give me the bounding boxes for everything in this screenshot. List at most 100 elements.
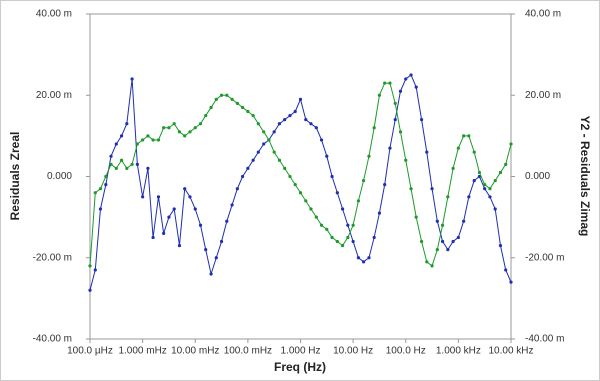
data-point — [151, 235, 155, 240]
data-point — [214, 256, 218, 260]
data-point — [93, 268, 97, 272]
data-point — [377, 211, 382, 215]
data-point — [398, 89, 403, 93]
data-point — [477, 174, 482, 179]
x-tick-label: 100.0 Hz — [386, 346, 426, 357]
data-point — [393, 118, 397, 122]
data-point — [125, 122, 129, 126]
x-tick-label: 100.0 µHz — [67, 346, 113, 357]
data-point — [372, 235, 376, 240]
data-point — [156, 138, 161, 142]
y-tick-label: 20.00 m — [36, 90, 72, 101]
data-point — [377, 93, 382, 97]
data-point — [167, 126, 171, 130]
data-point — [372, 126, 376, 130]
data-point — [298, 97, 303, 101]
data-point — [219, 239, 224, 244]
data-point — [256, 122, 260, 126]
data-point — [198, 122, 203, 126]
data-point — [509, 280, 513, 284]
data-point — [488, 195, 492, 199]
data-point — [309, 122, 313, 126]
data-point — [440, 223, 445, 227]
data-point — [309, 207, 313, 211]
data-point — [425, 260, 429, 264]
data-point — [409, 73, 413, 77]
data-point — [325, 154, 329, 158]
data-point — [283, 118, 287, 122]
data-point — [277, 122, 282, 126]
data-point — [298, 191, 303, 195]
data-point — [488, 187, 492, 191]
data-point — [446, 248, 450, 252]
data-point — [430, 264, 434, 268]
data-point — [130, 162, 134, 166]
data-point — [267, 138, 271, 142]
data-point — [172, 122, 176, 126]
data-point — [219, 93, 224, 97]
data-point — [288, 174, 292, 179]
data-point — [498, 170, 503, 175]
data-point — [356, 199, 361, 203]
data-point — [167, 215, 171, 219]
data-point — [272, 130, 276, 134]
y2-tick-label: 0.000 — [525, 171, 550, 182]
data-point — [272, 150, 276, 154]
data-point — [104, 183, 108, 187]
x-tick-label: 1.000 kHz — [436, 346, 481, 357]
y2-axis-label: Y2 - Residuals Zimag — [578, 116, 592, 237]
data-point — [235, 101, 239, 105]
y-tick-label: 0.000 — [47, 171, 72, 182]
data-point — [493, 207, 497, 211]
data-point — [151, 138, 155, 142]
data-point — [230, 203, 234, 207]
data-point — [230, 97, 234, 101]
data-point — [383, 81, 387, 85]
data-point — [198, 223, 203, 227]
data-point — [304, 199, 308, 203]
data-point — [409, 187, 413, 191]
data-point — [125, 166, 129, 170]
data-point — [114, 142, 118, 146]
data-point — [435, 248, 439, 252]
data-point — [130, 77, 134, 81]
data-point — [367, 154, 371, 158]
data-point — [183, 134, 187, 138]
data-point — [141, 195, 145, 199]
data-point — [341, 243, 345, 248]
data-point — [183, 187, 187, 191]
data-point — [293, 109, 297, 114]
data-point — [109, 154, 113, 158]
data-point — [293, 183, 297, 187]
data-point — [93, 191, 97, 195]
data-point — [98, 187, 103, 191]
data-point — [446, 195, 450, 199]
data-point — [483, 187, 487, 191]
data-point — [314, 126, 318, 130]
data-point — [425, 150, 429, 154]
data-point — [162, 126, 166, 130]
plot-area — [89, 13, 512, 340]
data-point — [119, 158, 124, 162]
data-point — [319, 138, 324, 142]
data-point — [483, 183, 487, 187]
data-point — [367, 256, 371, 260]
data-point — [388, 146, 392, 150]
data-point — [262, 130, 266, 134]
x-tick-label: 10.00 kHz — [488, 346, 533, 357]
data-point — [251, 113, 255, 118]
x-tick-label: 10.00 mHz — [171, 346, 219, 357]
data-point — [419, 239, 424, 244]
y2-tick-label: -20.00 m — [525, 252, 564, 263]
data-point — [414, 85, 418, 89]
data-point — [388, 81, 392, 85]
data-point — [177, 243, 182, 248]
data-point — [319, 223, 324, 227]
x-tick-label: 10.00 Hz — [333, 346, 373, 357]
data-point — [241, 174, 245, 179]
data-point — [209, 272, 213, 276]
data-point — [451, 239, 455, 244]
data-point — [88, 288, 92, 292]
data-point — [314, 215, 318, 219]
